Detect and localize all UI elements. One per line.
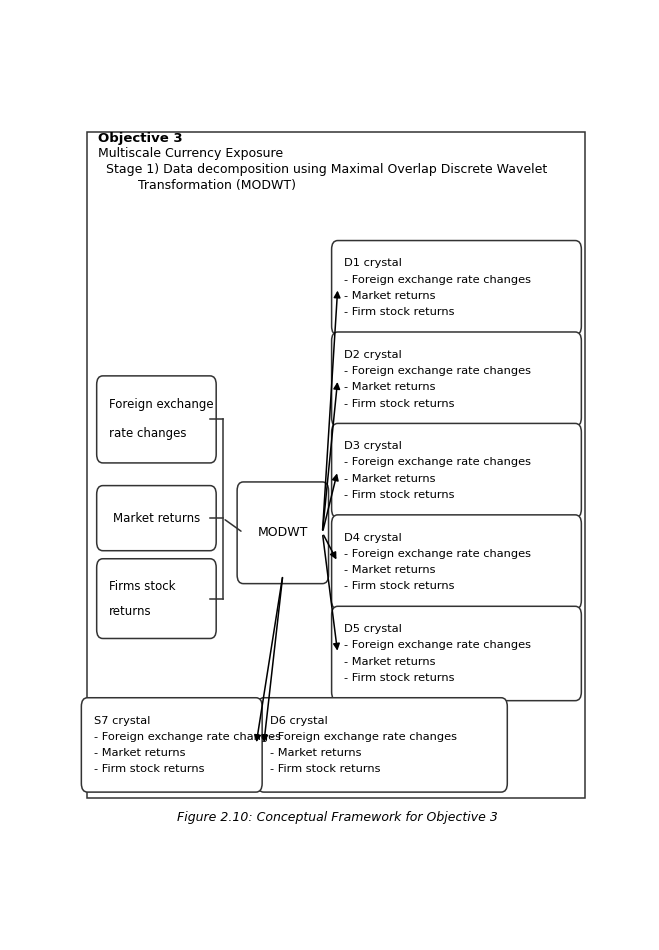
Text: Foreign exchange: Foreign exchange (109, 398, 214, 411)
Text: - Foreign exchange rate changes: - Foreign exchange rate changes (344, 549, 531, 559)
FancyBboxPatch shape (331, 424, 581, 518)
Text: rate changes: rate changes (109, 428, 186, 441)
Text: returns: returns (109, 605, 152, 618)
FancyBboxPatch shape (97, 485, 216, 551)
Text: D3 crystal: D3 crystal (344, 441, 402, 451)
Text: - Market returns: - Market returns (344, 291, 436, 301)
Text: - Firm stock returns: - Firm stock returns (344, 307, 454, 317)
Text: Transformation (MODWT): Transformation (MODWT) (98, 180, 296, 192)
Text: MODWT: MODWT (258, 526, 308, 540)
Text: - Market returns: - Market returns (270, 748, 361, 758)
Text: Figure 2.10: Conceptual Framework for Objective 3: Figure 2.10: Conceptual Framework for Ob… (177, 811, 498, 825)
FancyBboxPatch shape (331, 332, 581, 427)
Text: D6 crystal: D6 crystal (270, 715, 328, 726)
Text: - Firm stock returns: - Firm stock returns (344, 490, 454, 500)
Text: - Foreign exchange rate changes: - Foreign exchange rate changes (344, 640, 531, 651)
FancyBboxPatch shape (331, 606, 581, 701)
Text: D2 crystal: D2 crystal (344, 350, 401, 360)
Text: - Market returns: - Market returns (344, 656, 436, 667)
Text: - Foreign exchange rate changes: - Foreign exchange rate changes (344, 275, 531, 285)
Text: - Firm stock returns: - Firm stock returns (270, 765, 380, 774)
Text: - Market returns: - Market returns (94, 748, 185, 758)
FancyBboxPatch shape (331, 515, 581, 609)
Text: - Firm stock returns: - Firm stock returns (344, 581, 454, 592)
FancyBboxPatch shape (237, 482, 329, 583)
Text: Firms stock: Firms stock (109, 580, 175, 593)
Text: Multiscale Currency Exposure: Multiscale Currency Exposure (98, 147, 283, 160)
Text: - Foreign exchange rate changes: - Foreign exchange rate changes (94, 732, 281, 742)
Text: - Firm stock returns: - Firm stock returns (344, 673, 454, 683)
Text: - Market returns: - Market returns (344, 565, 436, 575)
Text: D1 crystal: D1 crystal (344, 258, 402, 268)
Text: - Foreign exchange rate changes: - Foreign exchange rate changes (344, 458, 531, 467)
Text: Stage 1) Data decomposition using Maximal Overlap Discrete Wavelet: Stage 1) Data decomposition using Maxima… (98, 163, 547, 176)
Text: Market returns: Market returns (113, 512, 200, 524)
FancyBboxPatch shape (331, 240, 581, 335)
Text: - Market returns: - Market returns (344, 382, 436, 392)
Text: Objective 3: Objective 3 (98, 132, 183, 145)
Text: - Foreign exchange rate changes: - Foreign exchange rate changes (344, 366, 531, 376)
FancyBboxPatch shape (81, 697, 262, 792)
Text: D5 crystal: D5 crystal (344, 624, 402, 634)
FancyBboxPatch shape (258, 697, 507, 792)
Text: - Firm stock returns: - Firm stock returns (94, 765, 204, 774)
FancyBboxPatch shape (97, 559, 216, 638)
FancyBboxPatch shape (97, 376, 216, 463)
Text: D4 crystal: D4 crystal (344, 533, 401, 542)
Text: - Firm stock returns: - Firm stock returns (344, 399, 454, 408)
Text: - Foreign exchange rate changes: - Foreign exchange rate changes (270, 732, 457, 742)
Text: - Market returns: - Market returns (344, 474, 436, 484)
Text: S7 crystal: S7 crystal (94, 715, 150, 726)
